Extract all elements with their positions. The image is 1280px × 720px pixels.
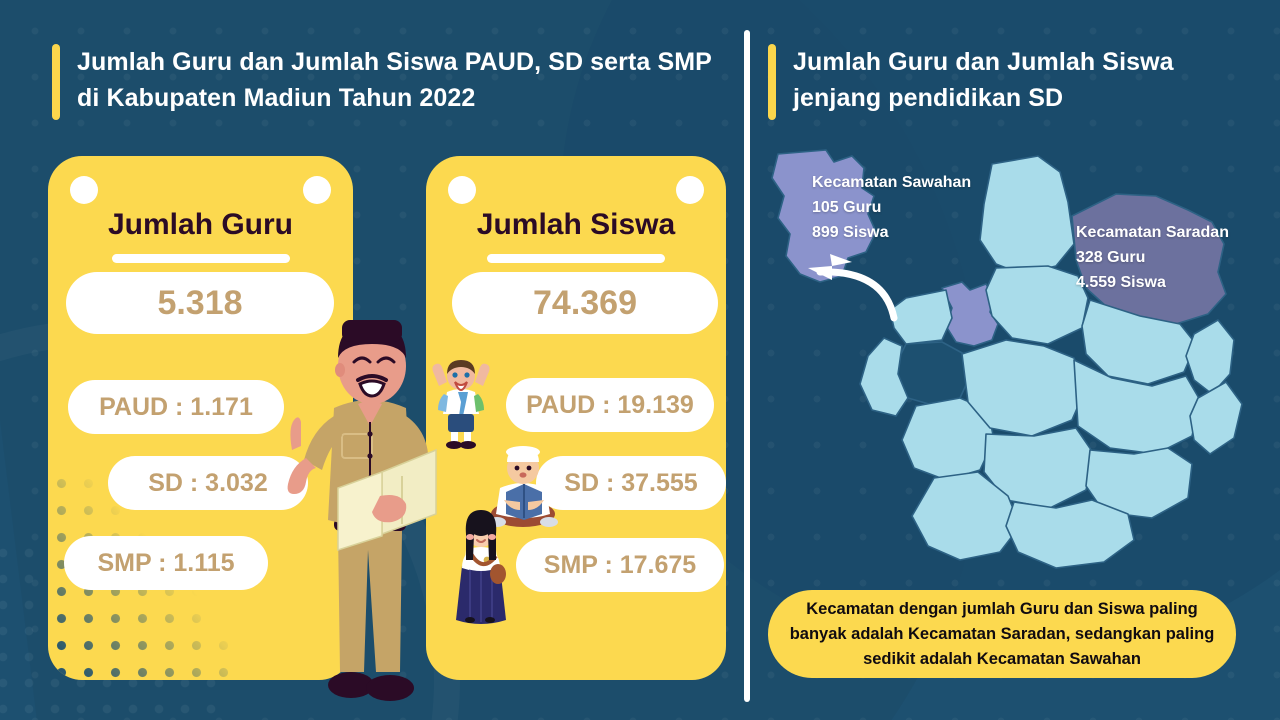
card-siswa-rule [487, 254, 665, 263]
student-smp-illustration [456, 510, 506, 624]
student-sd-illustration [488, 446, 558, 527]
card-guru-row-sd: SD : 3.032 [108, 456, 308, 510]
map-label-saradan: Kecamatan Saradan 328 Guru 4.559 Siswa [1076, 220, 1229, 295]
map-region-default-3 [1081, 299, 1197, 385]
map-region-default-5 [859, 337, 909, 417]
map-region-default-11 [911, 471, 1021, 561]
map-label-sawahan-siswa: 899 Siswa [812, 224, 889, 241]
map-label-sawahan-name: Kecamatan Sawahan [812, 174, 972, 191]
card-siswa-row-paud: PAUD : 19.139 [506, 378, 714, 432]
title-accent-bar [768, 44, 776, 120]
map-label-saradan-siswa: 4.559 Siswa [1076, 274, 1166, 291]
map-region-default-1 [979, 155, 1075, 275]
card-siswa-total: 74.369 [452, 272, 718, 334]
map-region-default-4 [889, 289, 953, 345]
card-guru-heading: Jumlah Guru [107, 208, 294, 241]
map-pointer-arrowhead [808, 254, 852, 280]
panel-divider [744, 30, 750, 702]
left-panel-title-text: Jumlah Guru dan Jumlah Siswa PAUD, SD se… [77, 48, 712, 112]
map-region-default-9 [983, 427, 1095, 509]
card-jumlah-guru: Jumlah Guru 5.318 PAUD : 1.171 SD : 3.03… [48, 156, 353, 680]
map-label-sawahan-guru: 105 Guru [812, 199, 882, 216]
teacher-illustration [287, 320, 437, 701]
map-label-saradan-name: Kecamatan Saradan [1076, 224, 1229, 241]
kabupaten-madiun-map [771, 149, 1243, 569]
card-guru-row-paud: PAUD : 1.171 [68, 380, 284, 434]
card-siswa-heading: Jumlah Siswa [476, 208, 676, 241]
map-pointer-arrow [816, 268, 898, 322]
card-siswa-row-sd: SD : 37.555 [536, 456, 726, 510]
punch-hole-right-icon [303, 176, 331, 204]
punch-hole-left-icon [448, 176, 476, 204]
title-accent-bar [52, 44, 60, 120]
map-region-default-10 [1085, 447, 1193, 519]
map-summary-note: Kecamatan dengan jumlah Guru dan Siswa p… [768, 590, 1236, 678]
punch-hole-right-icon [676, 176, 704, 204]
map-label-saradan-guru: 328 Guru [1076, 249, 1146, 266]
map-region-default-12 [1005, 499, 1135, 569]
right-panel-title-text: Jumlah Guru dan Jumlah Siswa jenjang pen… [793, 48, 1174, 112]
map-region-sawahan-inset [771, 149, 877, 283]
punch-hole-left-icon [70, 176, 98, 204]
map-region-saradan [1071, 193, 1227, 325]
card-guru-rule [111, 254, 290, 263]
card-guru-total: 5.318 [66, 272, 334, 334]
right-panel-title: Jumlah Guru dan Jumlah Siswa jenjang pen… [768, 44, 1238, 120]
student-paud-illustration [432, 360, 490, 449]
map-label-sawahan: Kecamatan Sawahan 105 Guru 899 Siswa [812, 170, 971, 245]
left-panel-title: Jumlah Guru dan Jumlah Siswa PAUD, SD se… [52, 44, 712, 120]
map-region-default-14 [1189, 381, 1243, 455]
map-region-default-2 [985, 265, 1089, 345]
card-siswa-row-smp: SMP : 17.675 [516, 538, 724, 592]
card-guru-row-smp: SMP : 1.115 [64, 536, 268, 590]
map-summary-note-text: Kecamatan dengan jumlah Guru dan Siswa p… [789, 599, 1215, 668]
